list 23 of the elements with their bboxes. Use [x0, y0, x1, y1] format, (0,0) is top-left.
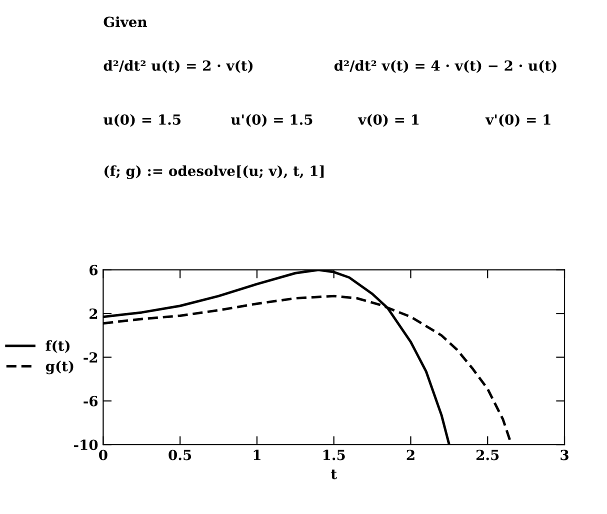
y-tick-label: -6: [84, 396, 98, 406]
text: Given: [104, 16, 148, 28]
text: u'(0) = 1.5: [230, 114, 312, 127]
legend-label: g(t): [46, 360, 74, 374]
legend-label: f(t): [46, 340, 70, 353]
text: u(0) = 1.5: [104, 114, 181, 127]
y-tick-label: 2: [90, 308, 98, 319]
x-tick-label: 3: [560, 450, 568, 460]
text: v'(0) = 1: [485, 114, 550, 127]
text: v(0) = 1: [358, 114, 419, 127]
x-tick-label: 1.5: [323, 450, 345, 460]
y-tick-label: 6: [90, 264, 98, 276]
text: (f; g) := odesolve[(u; v), t, 1]: [104, 165, 324, 180]
y-tick-label: -2: [84, 352, 98, 363]
x-tick-label: 2: [406, 450, 414, 460]
x-tick-label: 0.5: [168, 450, 192, 460]
x-tick-label: 0: [99, 450, 108, 460]
x-tick-label: 2.5: [476, 450, 499, 460]
y-tick-label: -10: [74, 440, 98, 450]
x-axis-title: t: [330, 470, 337, 480]
text: d²/dt² v(t) = 4 · v(t) − 2 · u(t): [334, 60, 556, 73]
x-tick-label: 1: [254, 450, 260, 460]
text: d²/dt² u(t) = 2 · v(t): [104, 60, 253, 73]
